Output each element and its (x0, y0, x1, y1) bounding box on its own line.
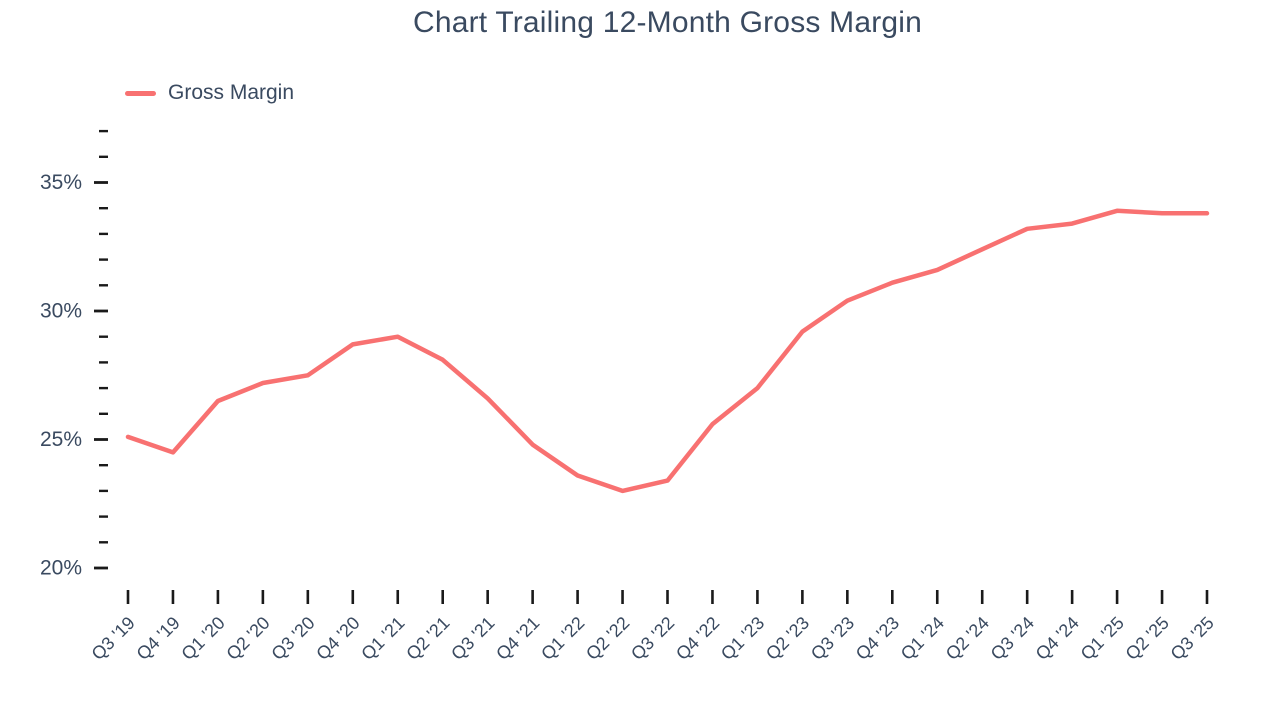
x-axis-label: Q3 '19 (88, 613, 139, 664)
x-axis-label: Q3 '23 (807, 613, 858, 664)
y-axis-label: 30% (40, 300, 82, 323)
legend: Gross Margin (125, 81, 294, 105)
chart-title: Chart Trailing 12-Month Gross Margin (412, 6, 923, 39)
x-axis-label: Q4 '19 (133, 613, 184, 664)
legend-label: Gross Margin (168, 81, 295, 104)
x-axis-label: Q3 '21 (447, 613, 498, 664)
y-axis: 20% 25% 30% 35% (40, 129, 108, 580)
x-axis-label: Q1 '23 (717, 613, 768, 664)
x-axis-label: Q3 '20 (267, 613, 318, 664)
y-axis-label: 20% (40, 557, 82, 580)
x-axis-label: Q3 '25 (1167, 613, 1218, 664)
x-axis-label: Q4 '21 (492, 613, 543, 664)
y-axis-label: 35% (40, 171, 82, 194)
x-axis-label: Q2 '20 (222, 613, 273, 664)
x-axis-label: Q2 '25 (1122, 613, 1173, 664)
x-axis-label: Q2 '21 (402, 613, 453, 664)
legend-item-gross-margin[interactable]: Gross Margin (125, 81, 294, 105)
x-axis-label: Q1 '24 (897, 613, 948, 664)
x-axis-label: Q3 '22 (627, 613, 678, 664)
x-axis-label: Q4 '24 (1032, 613, 1083, 664)
x-axis-label: Q3 '24 (987, 613, 1038, 664)
legend-line-swatch (125, 90, 156, 96)
x-axis-label: Q2 '22 (582, 613, 633, 664)
y-axis-label: 25% (40, 428, 82, 451)
x-axis-label: Q1 '25 (1077, 613, 1128, 664)
x-axis-label: Q2 '23 (762, 613, 813, 664)
x-axis-label: Q4 '22 (672, 613, 723, 664)
x-axis-label: Q2 '24 (942, 613, 993, 664)
gross-margin-line[interactable] (125, 208, 1210, 494)
x-axis-label: Q1 '21 (357, 613, 408, 664)
x-axis-label: Q4 '20 (312, 613, 363, 664)
x-axis-label: Q4 '23 (852, 613, 903, 664)
x-axis-label: Q1 '20 (177, 613, 228, 664)
x-axis-label: Q1 '22 (537, 613, 588, 664)
